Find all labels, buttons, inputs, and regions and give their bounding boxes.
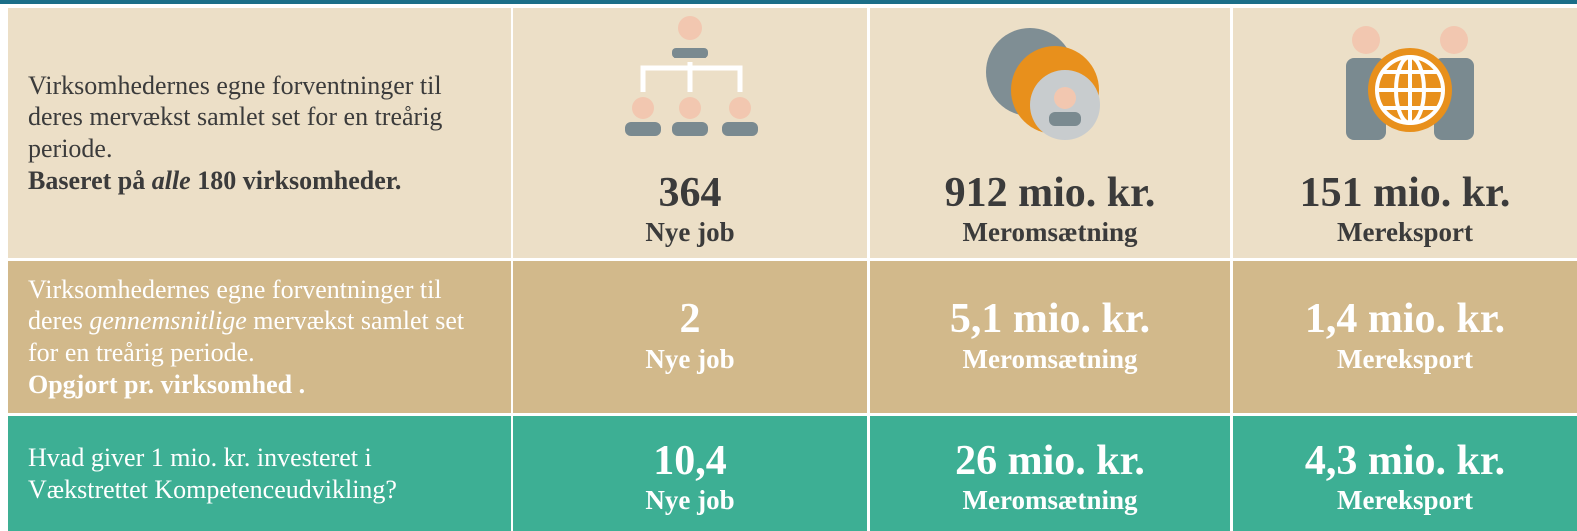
description-text: Virksomhedernes egne forventninger til d…	[28, 274, 442, 336]
stat-value: 10,4	[653, 437, 727, 484]
description-text: Opgjort pr. virksomhed .	[28, 369, 306, 399]
description-paragraph: Virksomhedernes egne forventninger til d…	[28, 70, 491, 165]
stat-unit: Mereksport	[1337, 485, 1473, 515]
description-cell: Virksomhedernes egne forventninger til d…	[8, 8, 511, 258]
description-paragraph: Hvad giver 1 mio. kr. investeret i Vækst…	[28, 442, 491, 505]
description-text: mervækst samlet set for en treårig perio…	[28, 306, 465, 367]
description-text: Hvad giver 1 mio. kr. investeret i Vækst…	[28, 442, 397, 504]
stat-value: 2	[679, 296, 701, 343]
description-cell: Virksomhedernes egne forventninger til d…	[8, 261, 511, 413]
stat-value: 912 mio. kr.	[944, 169, 1156, 216]
stat-value: 26 mio. kr.	[955, 437, 1145, 484]
stat-value: 364	[658, 169, 722, 216]
stat-cell: 4,3 mio. kr. Mereksport	[1233, 416, 1577, 531]
stat-value: 4,3 mio. kr.	[1304, 437, 1506, 484]
description-paragraph: Virksomhedernes egne forventninger til d…	[28, 274, 491, 369]
stat-cell: 364 Nye job	[513, 8, 867, 258]
description-text: gennemsnitlige	[89, 306, 247, 336]
stat-value: 1,4 mio. kr.	[1304, 296, 1506, 343]
description-text: alle	[151, 165, 191, 195]
stat-cell: 2 Nye job	[513, 261, 867, 413]
stat-unit: Mereksport	[1337, 343, 1473, 374]
stat-cell: 5,1 mio. kr. Meromsætning	[870, 261, 1230, 413]
stat-unit: Meromsætning	[962, 216, 1138, 247]
stat-value: 151 mio. kr.	[1299, 169, 1511, 216]
stat-cell: 26 mio. kr. Meromsætning	[870, 416, 1230, 531]
stat-cell: 912 mio. kr. Meromsætning	[870, 8, 1230, 258]
stat-cell: 10,4 Nye job	[513, 416, 867, 531]
stat-cell: 1,4 mio. kr. Mereksport	[1233, 261, 1577, 413]
description-cell: Hvad giver 1 mio. kr. investeret i Vækst…	[8, 416, 511, 531]
stat-value: 5,1 mio. kr.	[949, 296, 1151, 343]
stat-unit: Nye job	[645, 343, 735, 374]
description-text: Baseret på	[28, 165, 152, 195]
stat-unit: Nye job	[645, 485, 735, 515]
description-paragraph: Opgjort pr. virksomhed .	[28, 369, 491, 401]
stat-unit: Meromsætning	[962, 343, 1138, 374]
stat-unit: Mereksport	[1337, 216, 1473, 247]
description-text: Virksomhedernes egne forventninger til d…	[28, 70, 443, 163]
stat-cell: 151 mio. kr. Mereksport	[1233, 8, 1577, 258]
description-text: 180 virksomheder.	[190, 165, 402, 195]
description-paragraph: Baseret på alle 180 virksomheder.	[28, 165, 491, 197]
stat-unit: Meromsætning	[962, 485, 1138, 515]
top-bar	[0, 0, 1577, 4]
stat-unit: Nye job	[645, 216, 735, 247]
